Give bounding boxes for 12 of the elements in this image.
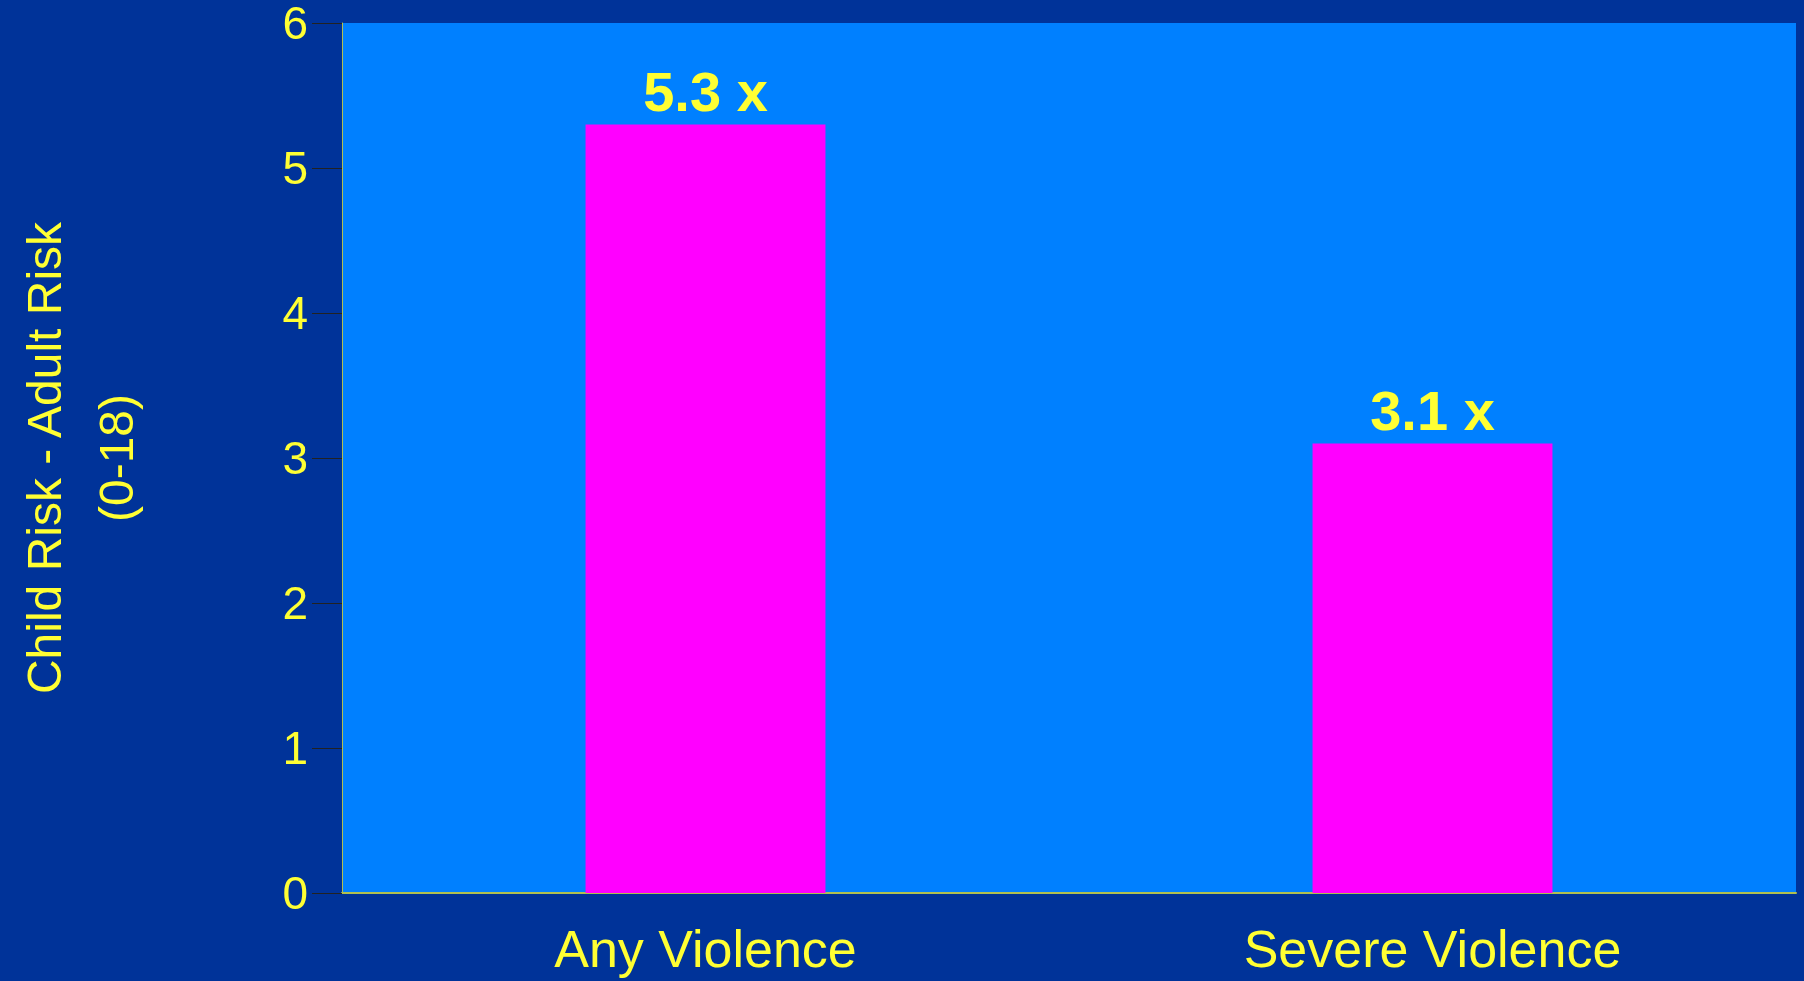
y-tick-label: 6 <box>282 0 308 49</box>
y-tick-label: 0 <box>282 867 308 919</box>
y-tick-label: 5 <box>282 142 308 194</box>
data-label: 5.3 x <box>643 60 768 123</box>
x-tick-label: Severe Violence <box>1243 920 1622 978</box>
x-tick-label: Any Violence <box>554 920 857 978</box>
data-label: 3.1 x <box>1370 379 1495 442</box>
y-tick-label: 4 <box>282 287 308 339</box>
y-tick-label: 3 <box>282 432 308 484</box>
y-tick-label: 1 <box>282 722 308 774</box>
y-axis-title: Child Risk - Adult Risk (0-18) <box>17 220 143 695</box>
y-tick-label: 2 <box>282 577 308 629</box>
